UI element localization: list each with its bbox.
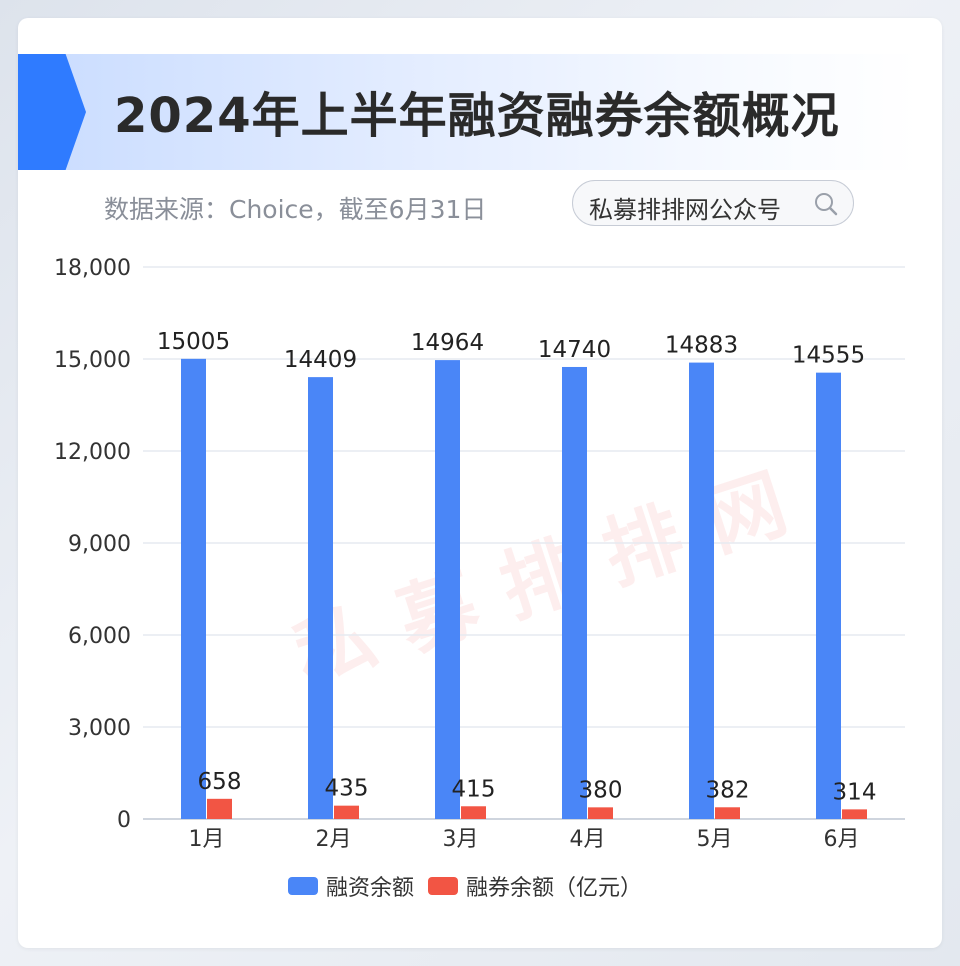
data-label-lending: 658 bbox=[198, 769, 242, 795]
chart-card: 2024年上半年融资融券余额概况 数据来源：Choice，截至6月31日 私募排… bbox=[18, 18, 942, 948]
bar-financing bbox=[562, 366, 587, 819]
chart-title: 2024年上半年融资融券余额概况 bbox=[114, 88, 840, 144]
y-tick-label: 6,000 bbox=[68, 624, 131, 649]
bar-financing bbox=[816, 372, 841, 819]
data-source-note: 数据来源：Choice，截至6月31日 bbox=[104, 195, 487, 224]
x-tick-label: 2月 bbox=[316, 827, 352, 852]
y-tick-label: 3,000 bbox=[68, 716, 131, 741]
data-label-financing: 14409 bbox=[284, 347, 357, 373]
data-label-lending: 380 bbox=[579, 777, 623, 803]
data-label-lending: 435 bbox=[325, 776, 369, 802]
data-label-financing: 14555 bbox=[792, 343, 865, 369]
title-banner bbox=[18, 54, 918, 170]
bar-financing bbox=[308, 377, 333, 819]
y-tick-label: 18,000 bbox=[54, 256, 131, 281]
bar-financing bbox=[435, 360, 460, 819]
search-box[interactable]: 私募排排网公众号 bbox=[572, 180, 854, 226]
x-tick-label: 1月 bbox=[189, 827, 225, 852]
x-tick-label: 6月 bbox=[824, 827, 860, 852]
data-label-financing: 15005 bbox=[157, 329, 230, 355]
bar-chart: 18,000 15,000 12,000 9,000 6,000 3,000 0 15005 6… bbox=[54, 256, 905, 852]
search-label: 私募排排网公众号 bbox=[589, 196, 781, 224]
data-label-financing: 14883 bbox=[665, 333, 738, 359]
y-tick-label: 15,000 bbox=[54, 348, 131, 373]
data-label-financing: 14964 bbox=[411, 330, 484, 356]
y-tick-label: 0 bbox=[117, 808, 131, 833]
legend-label-lending: 融券余额（亿元） bbox=[466, 876, 643, 901]
bar-lending bbox=[588, 807, 613, 819]
data-label-financing: 14740 bbox=[538, 337, 611, 363]
bar-lending bbox=[842, 809, 867, 819]
bar-lending bbox=[461, 806, 486, 819]
legend-swatch-lending bbox=[428, 877, 459, 895]
bar-financing bbox=[689, 362, 714, 819]
x-tick-label: 5月 bbox=[697, 827, 733, 852]
data-label-lending: 415 bbox=[452, 776, 496, 802]
data-label-lending: 314 bbox=[833, 779, 877, 805]
search-icon bbox=[815, 193, 838, 216]
bar-financing bbox=[181, 358, 206, 819]
legend-label-financing: 融资余额 bbox=[326, 876, 415, 901]
y-tick-label: 9,000 bbox=[68, 532, 131, 557]
bar-lending bbox=[334, 805, 359, 819]
chart-legend: 融资余额 融券余额（亿元） bbox=[288, 870, 656, 902]
legend-swatch-financing bbox=[288, 877, 318, 895]
data-label-lending: 382 bbox=[706, 777, 750, 803]
bar-lending bbox=[207, 798, 232, 819]
x-tick-label: 4月 bbox=[570, 827, 606, 852]
legend-item-financing[interactable]: 融资余额 bbox=[288, 870, 414, 902]
x-tick-label: 3月 bbox=[443, 827, 479, 852]
bar-lending bbox=[715, 807, 740, 819]
legend-item-lending[interactable]: 融券余额（亿元） bbox=[428, 870, 642, 902]
y-tick-label: 12,000 bbox=[54, 440, 131, 465]
